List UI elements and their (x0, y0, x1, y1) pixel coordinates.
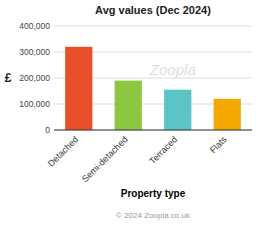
y-axis: 0 100,000 200,000 300,000 400,000 (19, 21, 50, 135)
chart-container: Avg values (Dec 2024) 0 100,000 200,000 300,… (0, 0, 260, 225)
bar (164, 90, 191, 130)
y-tick-label: 100,000 (19, 99, 50, 109)
grid (54, 26, 252, 130)
title: Avg values (Dec 2024) (95, 4, 211, 16)
x-axis: DetachedSemi-detached Terraced Flats (46, 134, 229, 184)
watermark: Zoopla (149, 61, 196, 78)
x-tick-label: Semi-detached (80, 134, 130, 184)
x-axis-line (54, 130, 252, 131)
bar (115, 81, 142, 130)
y-axis-label: £ (5, 71, 12, 85)
x-axis-label: Property type (121, 188, 186, 199)
bars (65, 47, 241, 130)
y-tick-label: 400,000 (19, 21, 50, 31)
grid-line (54, 130, 252, 131)
bar (214, 99, 241, 130)
x-tick-label: Flats (208, 134, 229, 155)
bar (65, 47, 92, 130)
x-tick-label: Detached (46, 134, 80, 168)
chart-svg: Avg values (Dec 2024) 0 100,000 200,000 300,… (0, 0, 260, 225)
copyright: © 2024 Zoopla.co.uk (116, 211, 191, 220)
y-tick-label: 200,000 (19, 73, 50, 83)
y-tick-label: 0 (45, 125, 50, 135)
y-tick-label: 300,000 (19, 47, 50, 57)
x-tick-label: Terraced (147, 134, 179, 166)
grid-line (54, 26, 252, 27)
